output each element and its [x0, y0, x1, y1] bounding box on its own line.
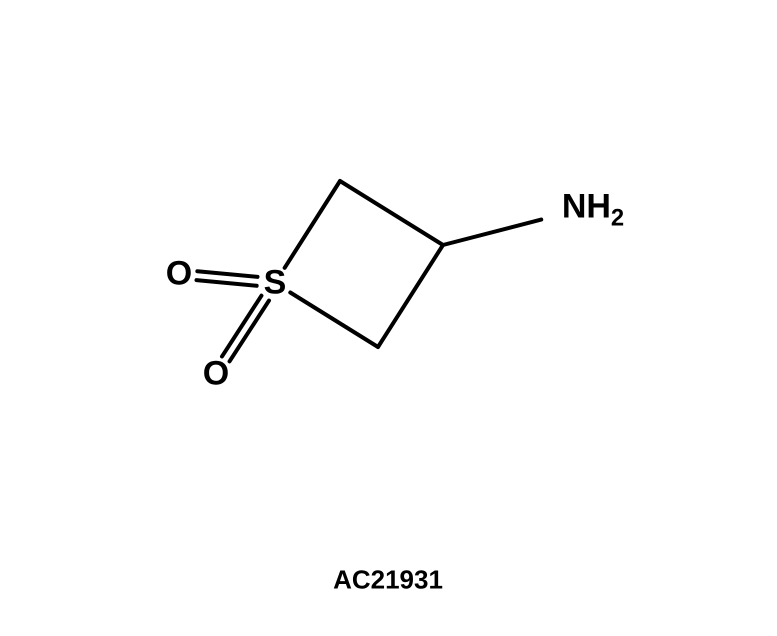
atom-label-s: S	[264, 264, 287, 303]
atom-label-o_top: O	[166, 255, 192, 294]
molecule-diagram: S O O NH2	[0, 0, 777, 631]
atom-label-o_bottom: O	[203, 355, 229, 394]
molecule-svg	[0, 0, 777, 631]
atom-label-n: NH2	[562, 188, 624, 233]
molecule-caption: AC21931	[333, 565, 443, 596]
